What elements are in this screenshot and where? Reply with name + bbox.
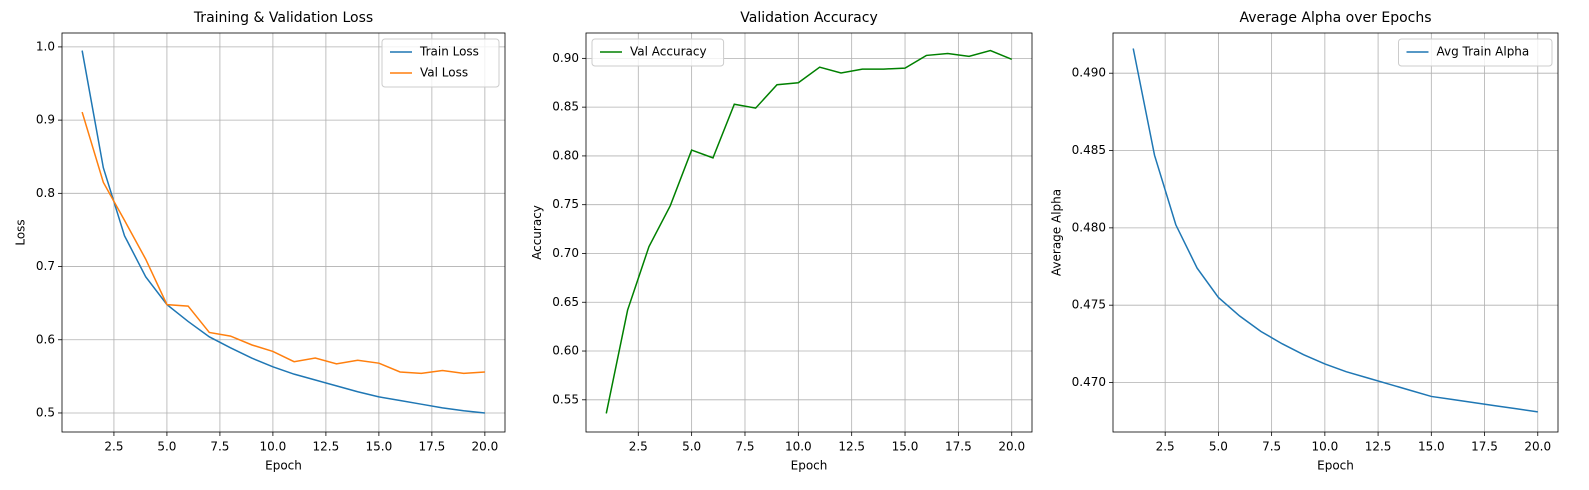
series-line [1132, 48, 1538, 413]
y-tick-label: 0.7 [36, 259, 55, 273]
x-tick-label: 10.0 [1311, 440, 1338, 454]
x-tick-label: 7.5 [210, 440, 229, 454]
x-tick-label: 10.0 [260, 440, 287, 454]
y-axis-label: Loss [14, 219, 28, 245]
y-tick-label: 0.75 [552, 197, 579, 211]
x-tick-label: 7.5 [735, 440, 754, 454]
x-axis-label: Epoch [791, 459, 828, 473]
series-line [81, 50, 485, 414]
y-tick-label: 1.0 [36, 39, 55, 53]
x-tick-label: 2.5 [104, 440, 123, 454]
y-tick-label: 0.70 [552, 246, 579, 260]
series-line [81, 111, 485, 375]
y-tick-label: 0.470 [1072, 375, 1106, 389]
x-tick-label: 17.5 [419, 440, 446, 454]
y-tick-label: 0.8 [36, 186, 55, 200]
chart-title: Training & Validation Loss [193, 10, 373, 26]
y-tick-label: 0.85 [552, 100, 579, 114]
legend-label: Val Accuracy [630, 45, 707, 59]
x-tick-label: 20.0 [1524, 440, 1551, 454]
y-tick-label: 0.480 [1072, 220, 1106, 234]
y-axis-label: Average Alpha [1050, 189, 1064, 276]
legend-box [381, 38, 500, 88]
series-line [605, 49, 1013, 414]
y-tick-label: 0.90 [552, 51, 579, 65]
x-tick-label: 20.0 [472, 440, 499, 454]
x-tick-label: 20.0 [998, 440, 1025, 454]
legend-label: Avg Train Alpha [1437, 45, 1530, 59]
x-tick-label: 10.0 [785, 440, 812, 454]
subplot: 0.470 0.475 0.480 0.485 0.490 2.5 5.0 7.5 10.0 12… [1050, 10, 1559, 473]
legend-box [591, 38, 725, 67]
x-tick-label: 12.5 [1365, 440, 1392, 454]
legend-label: Val Loss [420, 66, 468, 80]
y-tick-label: 0.80 [552, 148, 579, 162]
y-tick-label: 0.55 [552, 392, 579, 406]
chart-title: Validation Accuracy [740, 10, 878, 26]
subplot: 0.5 0.6 0.7 0.8 0.9 1.0 2.5 5.0 7.5 10.0 12.5 15.0 1… [14, 10, 506, 473]
y-tick-label: 0.9 [36, 113, 55, 127]
y-tick-label: 0.65 [552, 295, 579, 309]
x-tick-label: 12.5 [313, 440, 340, 454]
x-tick-label: 2.5 [629, 440, 648, 454]
y-tick-label: 0.485 [1072, 143, 1106, 157]
x-tick-label: 5.0 [1209, 440, 1228, 454]
x-tick-label: 17.5 [945, 440, 972, 454]
x-tick-label: 7.5 [1262, 440, 1281, 454]
legend-box [1398, 38, 1553, 67]
x-tick-label: 5.0 [682, 440, 701, 454]
y-tick-label: 0.490 [1072, 66, 1106, 80]
x-tick-label: 17.5 [1471, 440, 1498, 454]
y-axis-label: Accuracy [530, 205, 544, 260]
axes-frame [585, 32, 1033, 433]
x-tick-label: 12.5 [838, 440, 865, 454]
axes-frame [1112, 32, 1559, 433]
x-tick-label: 2.5 [1156, 440, 1175, 454]
y-tick-label: 0.60 [552, 344, 579, 358]
y-tick-label: 0.5 [36, 405, 55, 419]
y-tick-label: 0.6 [36, 332, 55, 346]
x-tick-label: 5.0 [157, 440, 176, 454]
subplot: 0.55 0.60 0.65 0.70 0.75 0.80 0.85 0.90 2.5 5.0 7.… [530, 10, 1033, 473]
legend: Avg Train Alpha [1398, 38, 1553, 67]
x-tick-label: 15.0 [892, 440, 919, 454]
chart-title: Average Alpha over Epochs [1239, 10, 1431, 26]
x-tick-label: 15.0 [1418, 440, 1445, 454]
x-axis-label: Epoch [1317, 459, 1354, 473]
legend-label: Train Loss [419, 45, 479, 59]
y-tick-label: 0.475 [1072, 298, 1106, 312]
x-axis-label: Epoch [265, 459, 302, 473]
x-tick-label: 15.0 [366, 440, 393, 454]
legend: Val Accuracy [591, 38, 725, 67]
legend: Train Loss Val Loss [381, 38, 500, 88]
axes-frame [61, 32, 506, 433]
